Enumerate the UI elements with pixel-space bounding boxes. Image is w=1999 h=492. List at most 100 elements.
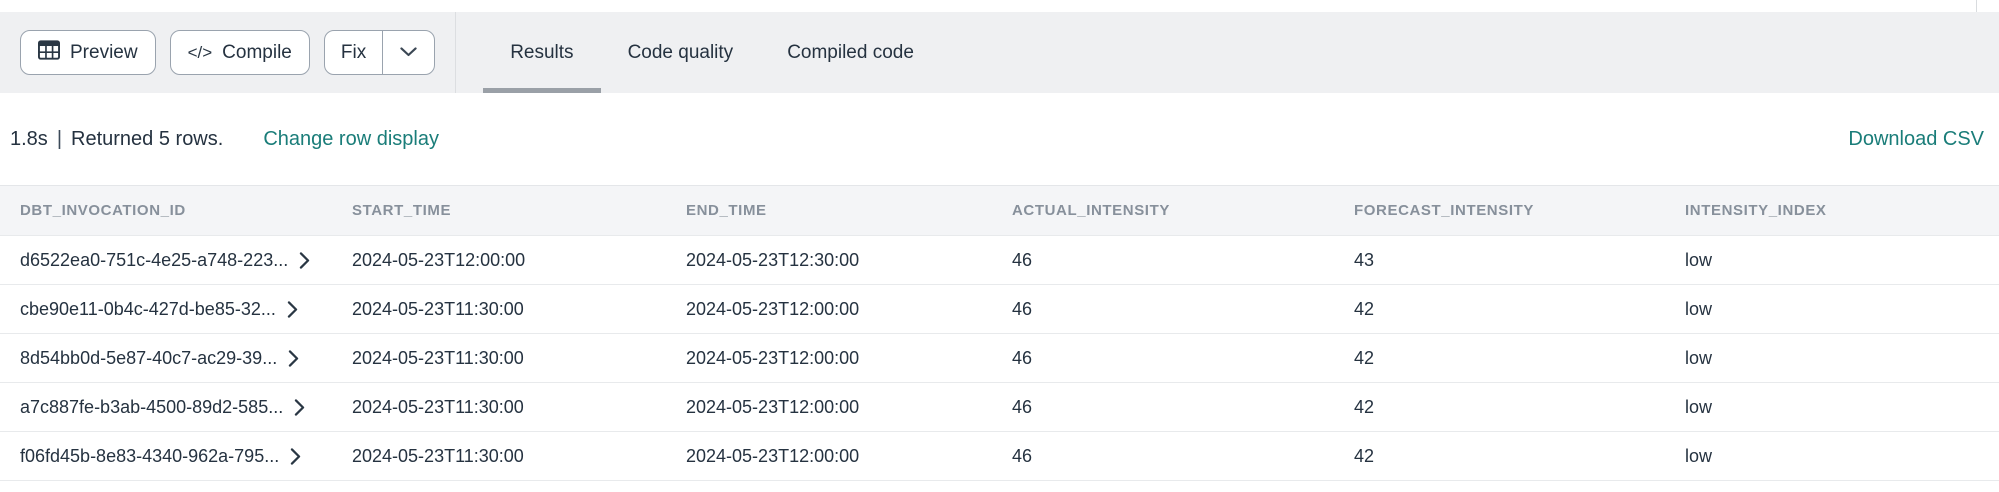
cell-actual_intensity: 46 [992, 446, 1334, 467]
chevron-right-icon[interactable] [287, 349, 300, 367]
cell-end_time: 2024-05-23T12:00:00 [666, 446, 992, 467]
cell-intensity_index: low [1665, 446, 1999, 467]
cell-start_time: 2024-05-23T12:00:00 [332, 250, 666, 271]
tab-label: Results [510, 41, 574, 63]
chevron-right-icon[interactable] [289, 447, 302, 465]
compile-button[interactable]: </> Compile [169, 30, 310, 75]
fix-button[interactable]: Fix [325, 31, 382, 74]
top-strip-divider [1976, 0, 1977, 12]
cell-forecast_intensity: 42 [1334, 397, 1665, 418]
status-bar: 1.8s | Returned 5 rows. Change row displ… [0, 93, 1999, 185]
status-separator: | [56, 127, 63, 150]
cell-value: 2024-05-23T12:00:00 [686, 396, 860, 417]
cell-value: 2024-05-23T11:30:00 [352, 298, 524, 319]
cell-dbt_invocation_id: cbe90e11-0b4c-427d-be85-32... [0, 299, 332, 320]
fix-button-label: Fix [340, 41, 367, 63]
cell-dbt_invocation_id: d6522ea0-751c-4e25-a748-223... [0, 250, 332, 271]
cell-value: 2024-05-23T11:30:00 [352, 445, 524, 466]
tab-compiled-code[interactable]: Compiled code [760, 12, 941, 93]
cell-value: low [1685, 396, 1713, 417]
table-row: cbe90e11-0b4c-427d-be85-32... 2024-05-23T… [0, 284, 1999, 333]
cell-value: 46 [1012, 249, 1033, 270]
cell-actual_intensity: 46 [992, 299, 1334, 320]
column-header-start_time: START_TIME [352, 202, 452, 219]
fix-dropdown-button[interactable] [382, 31, 434, 74]
cell-forecast_intensity: 42 [1334, 348, 1665, 369]
cell-value: 2024-05-23T12:00:00 [686, 298, 860, 319]
cell-value: low [1685, 445, 1713, 466]
table-row: 8d54bb0d-5e87-40c7-ac29-39... 2024-05-23T… [0, 333, 1999, 382]
cell-intensity_index: low [1665, 397, 1999, 418]
cell-end_time: 2024-05-23T12:30:00 [666, 250, 992, 271]
tab-label: Code quality [627, 41, 734, 63]
cell-dbt_invocation_id: a7c887fe-b3ab-4500-89d2-585... [0, 397, 332, 418]
cell-value: low [1685, 347, 1713, 368]
tab-code-quality[interactable]: Code quality [601, 12, 761, 93]
table-grid-icon [37, 39, 61, 66]
cell-forecast_intensity: 42 [1334, 299, 1665, 320]
cell-value: 46 [1012, 445, 1033, 466]
cell-actual_intensity: 46 [992, 250, 1334, 271]
results-table: DBT_INVOCATION_ID START_TIME END_TIME ACTUA… [0, 185, 1999, 481]
cell-value: 42 [1354, 445, 1375, 466]
active-tab-indicator [483, 88, 601, 93]
column-header-actual_intensity: ACTUAL_INTENSITY [1012, 202, 1170, 219]
cell-value: 46 [1012, 347, 1033, 368]
cell-start_time: 2024-05-23T11:30:00 [332, 299, 666, 320]
cell-start_time: 2024-05-23T11:30:00 [332, 348, 666, 369]
cell-end_time: 2024-05-23T12:00:00 [666, 299, 992, 320]
tabs: Results Code quality Compiled code [483, 12, 941, 93]
chevron-down-icon [400, 44, 417, 62]
cell-end_time: 2024-05-23T12:00:00 [666, 348, 992, 369]
table-row: f06fd45b-8e83-4340-962a-795... 2024-05-23… [0, 431, 1999, 480]
cell-intensity_index: low [1665, 348, 1999, 369]
tab-label: Compiled code [787, 41, 914, 63]
cell-intensity_index: low [1665, 250, 1999, 271]
table-row: d6522ea0-751c-4e25-a748-223... 2024-05-23… [0, 235, 1999, 284]
download-csv-link[interactable]: Download CSV [1848, 127, 1984, 150]
top-strip [0, 0, 1999, 12]
cell-value: 42 [1354, 347, 1375, 368]
cell-value: a7c887fe-b3ab-4500-89d2-585... [20, 396, 284, 417]
cell-forecast_intensity: 42 [1334, 446, 1665, 467]
cell-actual_intensity: 46 [992, 397, 1334, 418]
cell-dbt_invocation_id: f06fd45b-8e83-4340-962a-795... [0, 446, 332, 467]
change-row-display-link[interactable]: Change row display [263, 127, 439, 150]
cell-forecast_intensity: 43 [1334, 250, 1665, 271]
chevron-right-icon[interactable] [286, 300, 299, 318]
chevron-right-icon[interactable] [293, 398, 306, 416]
preview-button[interactable]: Preview [20, 30, 156, 75]
cell-start_time: 2024-05-23T11:30:00 [332, 397, 666, 418]
cell-value: 2024-05-23T12:00:00 [686, 445, 860, 466]
cell-end_time: 2024-05-23T12:00:00 [666, 397, 992, 418]
toolbar-tabs-divider [455, 12, 457, 93]
cell-start_time: 2024-05-23T11:30:00 [332, 446, 666, 467]
cell-value: low [1685, 298, 1713, 319]
cell-value: 2024-05-23T11:30:00 [352, 396, 524, 417]
table-body: d6522ea0-751c-4e25-a748-223... 2024-05-23… [0, 235, 1999, 481]
cell-value: d6522ea0-751c-4e25-a748-223... [20, 249, 289, 270]
column-header-intensity_index: INTENSITY_INDEX [1685, 202, 1827, 219]
column-header-dbt_invocation_id: DBT_INVOCATION_ID [20, 202, 186, 219]
results-toolbar: Preview </> Compile Fix Results Code qual… [0, 12, 1999, 93]
cell-value: 46 [1012, 298, 1033, 319]
query-duration: 1.8s [10, 127, 48, 150]
cell-value: f06fd45b-8e83-4340-962a-795... [20, 445, 280, 466]
fix-split-button: Fix [323, 30, 436, 75]
toolbar-button-group: Preview </> Compile Fix [0, 30, 436, 75]
query-status-text: 1.8s | Returned 5 rows. [10, 128, 223, 151]
preview-button-label: Preview [70, 41, 138, 63]
cell-value: 42 [1354, 298, 1375, 319]
cell-value: 2024-05-23T12:00:00 [352, 249, 526, 270]
column-header-end_time: END_TIME [686, 202, 767, 219]
column-header-forecast_intensity: FORECAST_INTENSITY [1354, 202, 1534, 219]
tab-results[interactable]: Results [483, 12, 601, 93]
cell-value: low [1685, 249, 1713, 270]
cell-value: 42 [1354, 396, 1375, 417]
cell-value: cbe90e11-0b4c-427d-be85-32... [20, 298, 276, 319]
chevron-right-icon[interactable] [298, 251, 311, 269]
cell-actual_intensity: 46 [992, 348, 1334, 369]
cell-value: 43 [1354, 249, 1375, 270]
code-icon: </> [187, 42, 213, 62]
cell-value: 2024-05-23T11:30:00 [352, 347, 524, 368]
